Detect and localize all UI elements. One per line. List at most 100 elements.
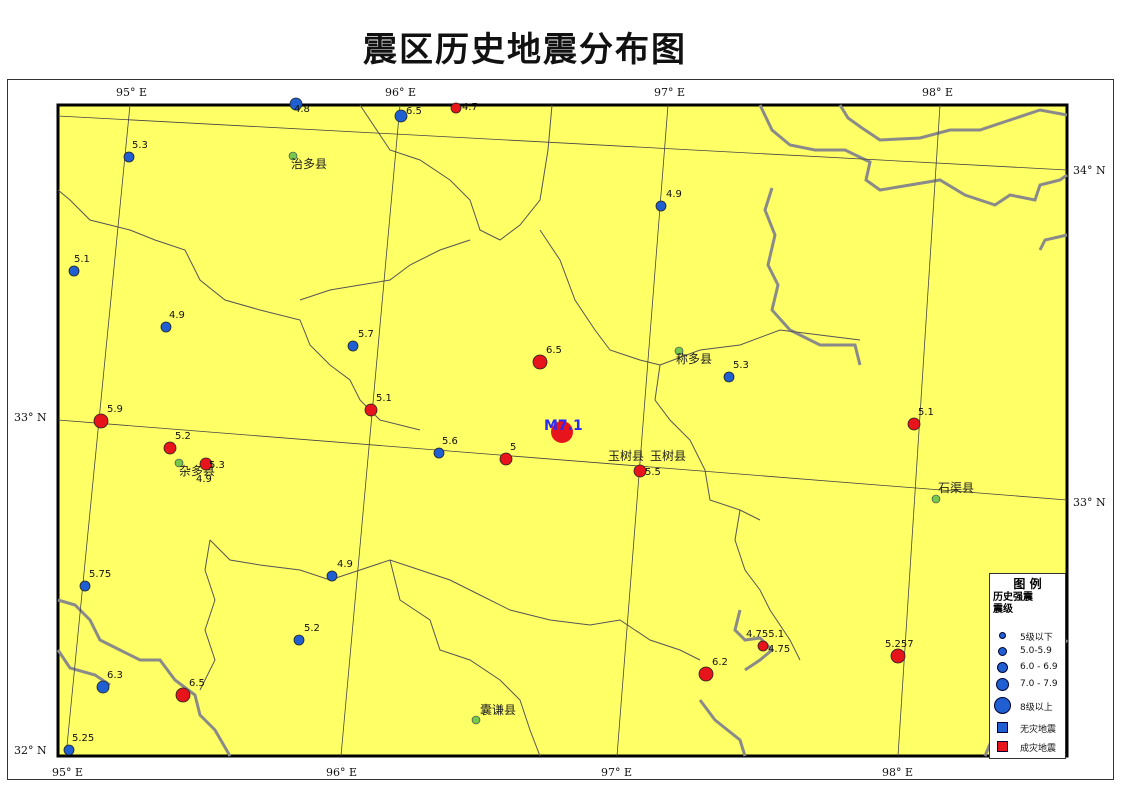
quake-magnitude-label: 4.9: [337, 559, 353, 570]
quake-magnitude-label: 5.2: [175, 431, 191, 442]
quake-marker: 4.9: [326, 559, 353, 582]
quake-dot: [63, 744, 75, 756]
quake-dot: [907, 417, 921, 431]
quake-magnitude-label: 4.75: [768, 644, 790, 655]
quake-dot: [450, 102, 462, 114]
county-name-label: 玉树县: [650, 448, 686, 463]
lon-label-97-bottom: 97° E: [601, 766, 632, 779]
lon-label-95-bottom: 95° E: [52, 766, 83, 779]
quake-magnitude-label: 4.755.1: [746, 629, 784, 640]
quake-marker: 5.75: [79, 569, 111, 592]
lon-label-98-bottom: 98° E: [882, 766, 913, 779]
quake-markers: 4.8 6.5 4.7 5.3 4.9 5.1 4.9 5.7 6.5 5.3 5.9 5.1 5.1 5…: [63, 97, 934, 756]
quake-dot: [289, 97, 303, 111]
quake-dot: [433, 447, 445, 459]
lat-label-33-left: 33° N: [14, 411, 47, 424]
lon-label-97-top: 97° E: [654, 86, 685, 99]
quake-marker: 5.5: [633, 464, 661, 478]
quake-magnitude-label: 6.5: [189, 678, 205, 689]
circle-icon: [997, 662, 1008, 673]
legend-level: 震级: [993, 604, 1013, 615]
county-seat-dot: [288, 151, 298, 161]
lon-label-96-bottom: 96° E: [326, 766, 357, 779]
quake-magnitude-label: 5.6: [442, 436, 458, 447]
quake-magnitude-label: 5.75: [89, 569, 111, 580]
county-name-label: 治多县: [291, 157, 327, 171]
quake-magnitude-label: 4.9: [196, 474, 212, 485]
county-borders: [57, 104, 861, 757]
quake-magnitude-label: 5.5: [645, 467, 661, 478]
province-border: [56, 104, 1069, 757]
quake-marker: 5.2: [293, 623, 320, 646]
quake-dot: [890, 648, 906, 664]
quake-marker: 5.7: [347, 329, 374, 352]
legend-item-7-0-7-9: 7.0 - 7.9: [990, 677, 1067, 693]
quake-dot: [293, 634, 305, 646]
quake-dot: [68, 265, 80, 277]
county-name-label: 玉树县: [608, 448, 644, 463]
quake-marker: 6.5: [175, 678, 205, 703]
lon-label-95-top: 95° E: [116, 86, 147, 99]
quake-magnitude-label: 5.7: [358, 329, 374, 340]
red-square-icon: [997, 741, 1008, 752]
large-circle-icon: [996, 678, 1009, 691]
county-seat: 囊谦县: [471, 702, 516, 725]
quake-dot: [175, 687, 191, 703]
county-seat-dot: [674, 346, 684, 356]
quake-dot: [123, 151, 135, 163]
quake-marker: 5.6: [433, 436, 458, 459]
quake-marker: 4.75: [768, 644, 790, 655]
county-seat-dot: [931, 494, 941, 504]
legend-subtitle: 历史强震: [993, 592, 1033, 603]
quake-dot: [394, 109, 408, 123]
legend-title: 图 例: [1013, 577, 1042, 591]
quake-magnitude-label: 5.1: [918, 407, 934, 418]
main-shock: M7.1: [544, 418, 583, 443]
quake-magnitude-label: 6.2: [712, 657, 728, 668]
county-seat: 治多县: [288, 151, 327, 171]
county-seat: 石渠县: [931, 481, 974, 504]
xlarge-circle-icon: [994, 697, 1011, 714]
quake-marker: 4.8: [289, 97, 310, 115]
quake-dot: [79, 580, 91, 592]
quake-magnitude-label: 5.3: [132, 140, 148, 151]
quake-magnitude-label: 5.25: [72, 733, 94, 744]
quake-dot: [93, 413, 109, 429]
quake-dot: [199, 457, 213, 471]
quake-marker: 4.755.1: [746, 629, 784, 652]
lat-label-34: 34° N: [1073, 164, 1106, 177]
county-name-label: 囊谦县: [480, 702, 516, 717]
lat-label-33-right: 33° N: [1073, 496, 1106, 509]
quake-marker: 4.9: [655, 189, 682, 212]
county-seat: 玉树县: [608, 448, 644, 463]
quake-marker: 5.9: [93, 404, 123, 429]
county-name-label: 石渠县: [938, 481, 974, 495]
quake-marker: 6.5: [532, 345, 562, 370]
quake-dot: [633, 464, 647, 478]
quake-marker: 5.1: [364, 393, 392, 417]
legend-item-below-5: 5级以下: [990, 628, 1067, 644]
quake-dot: [160, 321, 172, 333]
quake-magnitude-label: 5.1: [376, 393, 392, 404]
quake-marker: 4.7: [450, 102, 478, 114]
quake-dot: [163, 441, 177, 455]
quake-dot: [326, 570, 338, 582]
quake-magnitude-label: 5: [510, 442, 516, 453]
quake-dot: [532, 354, 548, 370]
quake-marker: 5.2: [163, 431, 191, 455]
quake-dot: [757, 640, 769, 652]
quake-magnitude-label: 5.257: [885, 639, 914, 650]
county-name-label: 称多县: [676, 352, 712, 366]
quake-marker: 6.3: [96, 670, 123, 694]
quake-marker: 5: [499, 442, 516, 466]
quake-marker: 5.1: [907, 407, 934, 431]
quake-marker: 5.3: [199, 457, 225, 471]
county-seat-dot: [174, 458, 184, 468]
quake-dot: [655, 200, 667, 212]
legend-item-no-damage: 无灾地震: [990, 720, 1067, 736]
legend-item-6-0-6-9: 6.0 - 6.9: [990, 660, 1067, 676]
quake-magnitude-label: 4.8: [294, 104, 310, 115]
county-seat-dot: [471, 715, 481, 725]
quake-dot: [364, 403, 378, 417]
